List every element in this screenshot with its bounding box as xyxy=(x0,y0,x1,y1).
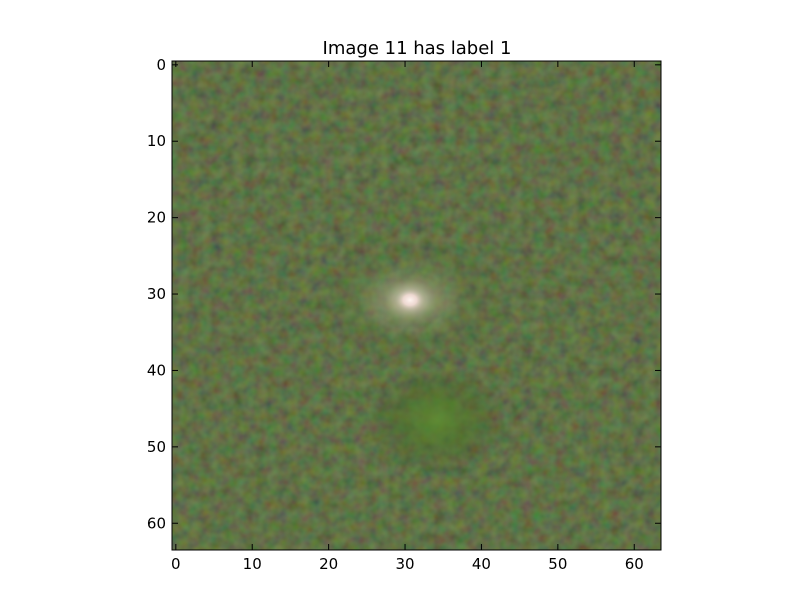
y-tick-label: 0 xyxy=(156,56,166,74)
axes-frame xyxy=(171,60,662,551)
y-tick-label: 10 xyxy=(147,132,166,150)
x-tick-label: 30 xyxy=(395,555,414,573)
x-tick-label: 10 xyxy=(243,555,262,573)
y-tick-label: 50 xyxy=(147,438,166,456)
y-tick-label: 30 xyxy=(147,285,166,303)
x-tick-label: 60 xyxy=(625,555,644,573)
y-tick-label: 20 xyxy=(147,209,166,227)
bright-source xyxy=(372,270,448,330)
image-display xyxy=(172,61,661,550)
figure-title: Image 11 has label 1 xyxy=(323,38,512,59)
x-tick-label: 50 xyxy=(548,555,567,573)
axis-ticks: 0 10 20 30 40 50 60 0 10 20 30 40 50 60 xyxy=(147,56,661,573)
x-tick-label: 20 xyxy=(319,555,338,573)
x-tick-label: 40 xyxy=(472,555,491,573)
x-tick-label: 0 xyxy=(171,555,181,573)
y-tick-label: 40 xyxy=(147,361,166,379)
faint-source xyxy=(367,365,507,475)
y-tick-label: 60 xyxy=(147,514,166,532)
